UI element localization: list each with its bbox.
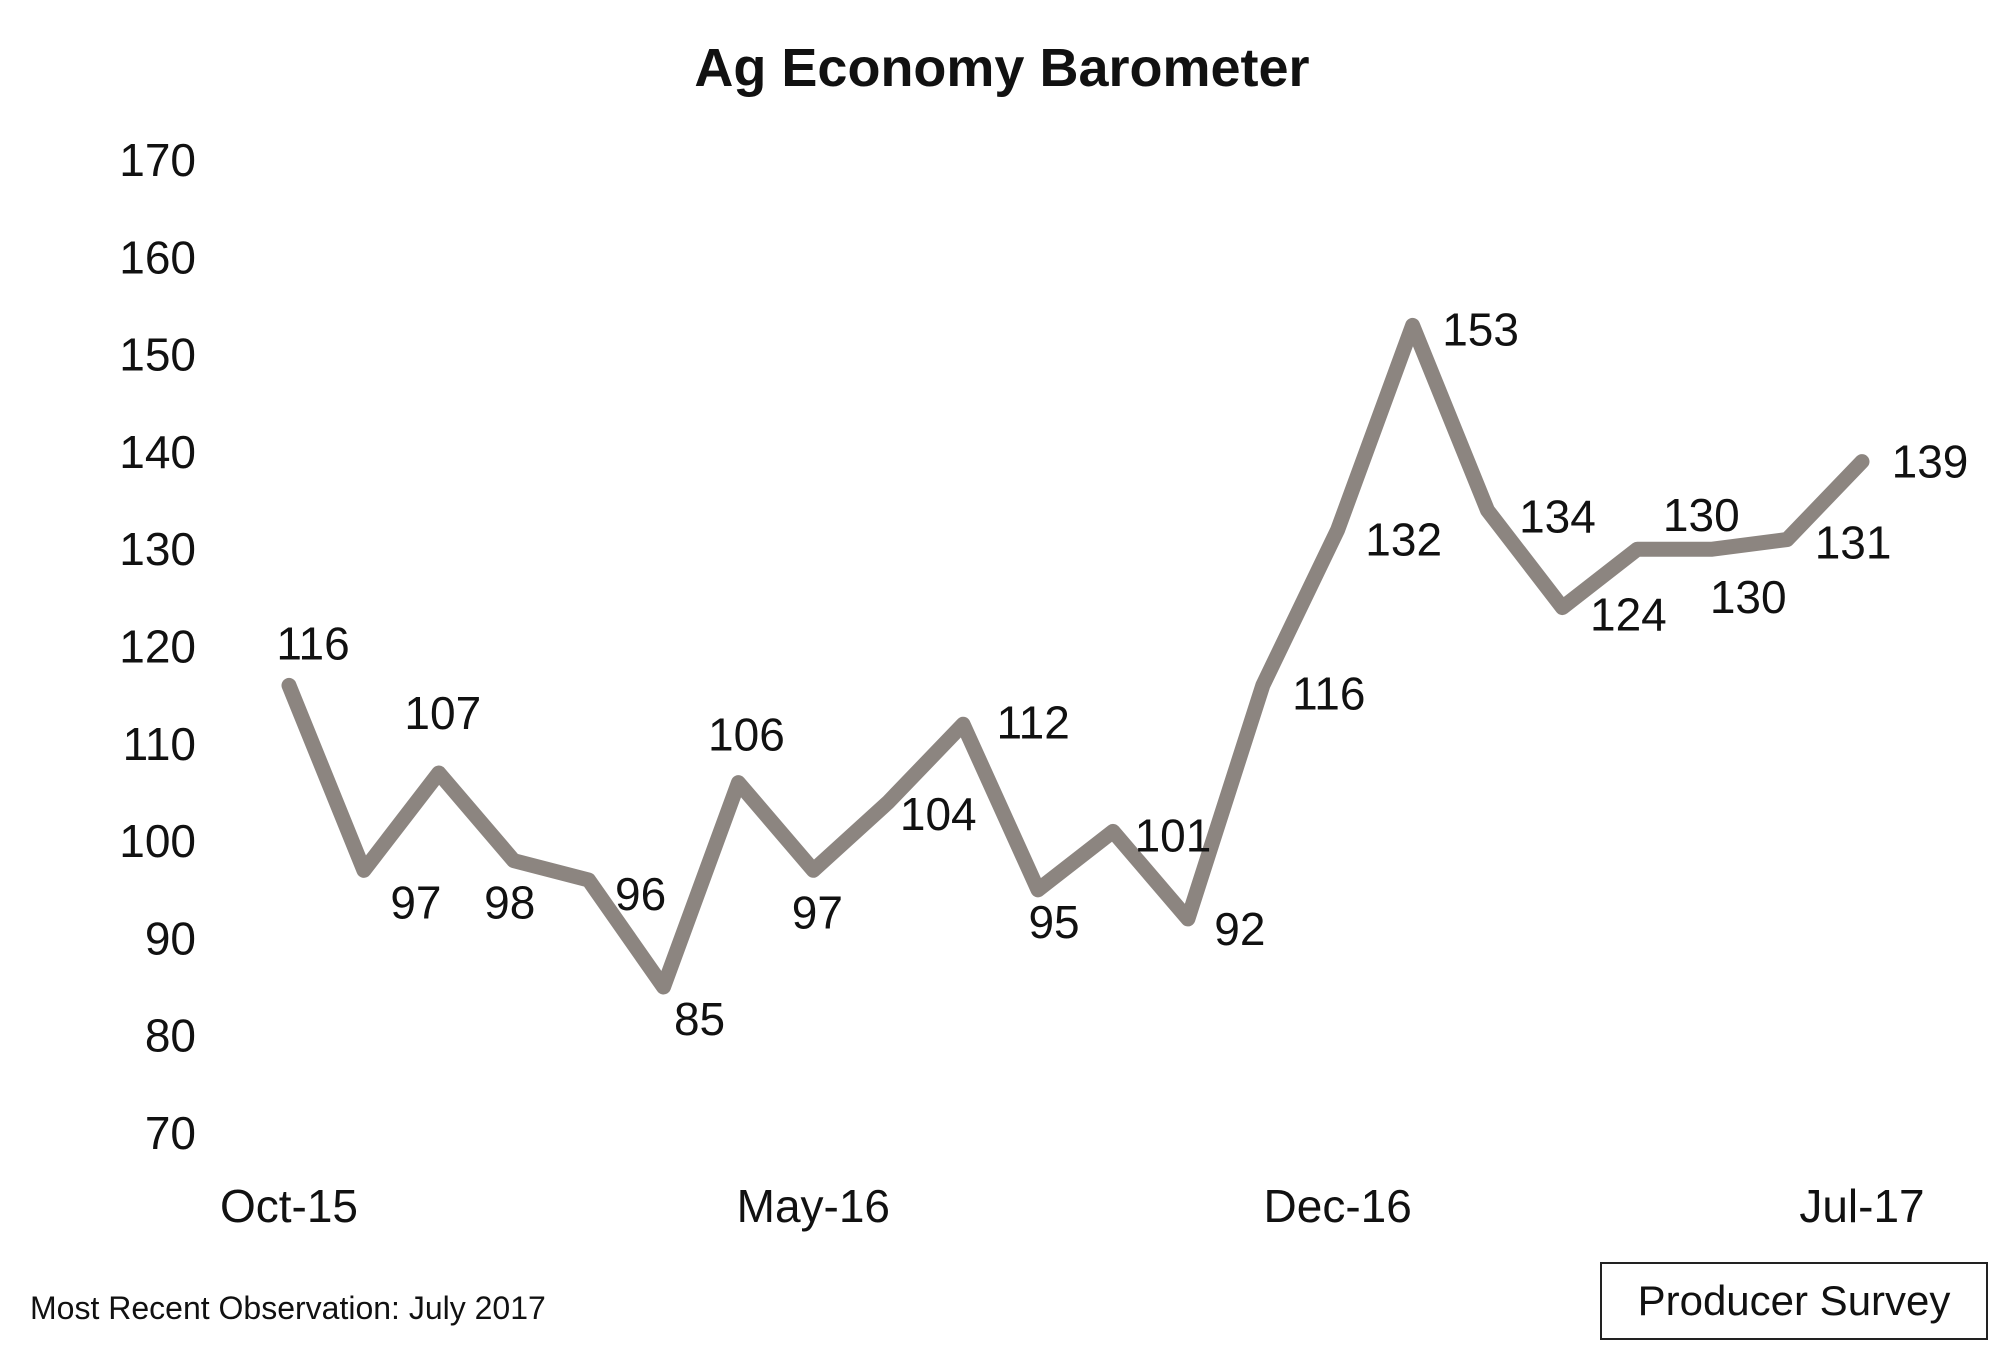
data-label: 92 [1214,903,1265,955]
y-tick-label: 80 [145,1010,196,1062]
data-label: 101 [1135,809,1212,861]
x-tick-label: Dec-16 [1264,1180,1412,1232]
data-label: 85 [674,993,725,1045]
data-label: 116 [276,617,349,669]
y-tick-label: 150 [119,329,196,381]
x-tick-label: May-16 [737,1180,890,1232]
data-label: 153 [1442,303,1519,355]
data-label: 95 [1028,896,1079,948]
y-tick-label: 110 [123,718,196,770]
data-label: 104 [900,788,977,840]
data-label: 107 [404,687,481,739]
data-label: 131 [1815,516,1892,568]
series-line [281,317,1870,995]
data-label: 97 [390,876,441,928]
data-label: 130 [1663,489,1740,541]
data-label: 132 [1365,514,1442,566]
source-box: Producer Survey [1600,1262,1988,1340]
y-tick-label: 90 [145,912,196,964]
data-label: 98 [484,877,535,929]
data-label: 134 [1519,490,1596,542]
x-tick-label: Jul-17 [1799,1180,1924,1232]
y-tick-label: 100 [119,815,196,867]
data-label: 96 [615,868,666,920]
data-label: 130 [1710,571,1787,623]
x-axis: Oct-15 May-16 Dec-16 Jul-17 [220,1180,1925,1232]
data-label: 124 [1590,589,1667,641]
data-label: 106 [708,709,785,761]
data-label: 116 [1292,667,1365,719]
y-axis: 70 80 90 100 110 120 130 140 150 160 170 [119,134,196,1159]
y-tick-label: 120 [119,621,196,673]
data-label: 97 [792,886,843,938]
series-group [281,317,1870,995]
footnote: Most Recent Observation: July 2017 [30,1290,546,1326]
x-tick-label: Oct-15 [220,1180,358,1232]
y-tick-label: 130 [119,523,196,575]
y-tick-label: 70 [145,1107,196,1159]
y-tick-label: 170 [119,134,196,186]
chart-title: Ag Economy Barometer [694,38,1309,98]
data-label: 112 [996,696,1069,748]
y-tick-label: 140 [119,426,196,478]
y-tick-label: 160 [119,231,196,283]
data-label: 139 [1892,436,1969,488]
